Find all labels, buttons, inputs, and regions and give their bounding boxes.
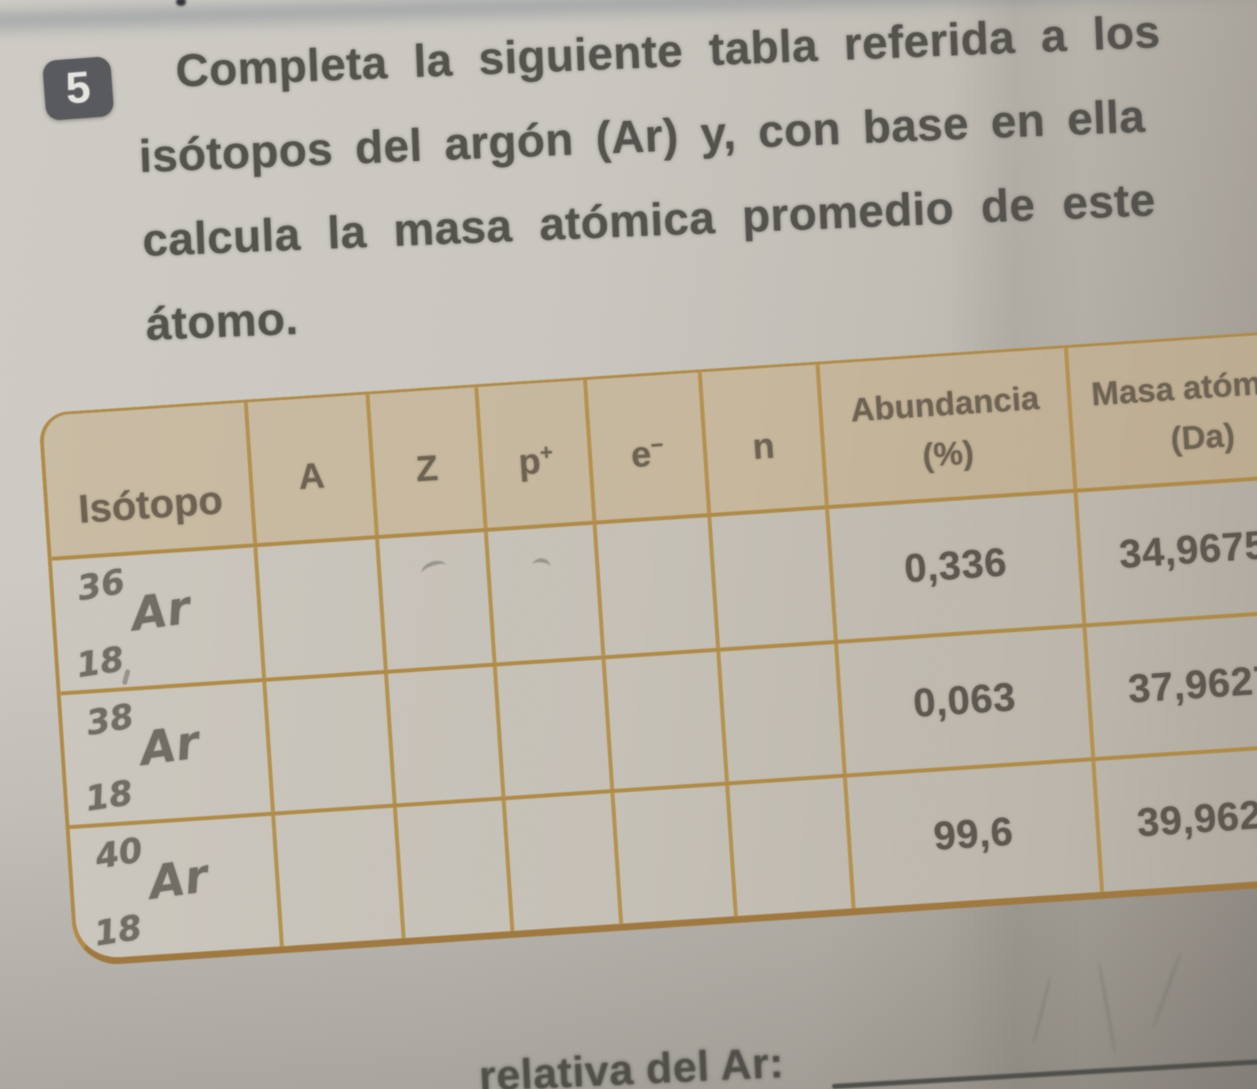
header-p-label: p+ [516, 425, 554, 483]
mass-number-38: 38 [83, 696, 137, 744]
mass-cell-ar40: 39,9624 [1091, 744, 1257, 892]
mass-cell-ar36: 34,9675 [1073, 475, 1257, 624]
header-abundance-unit: (%) [921, 432, 975, 474]
atomic-number-18: 18 [73, 639, 127, 686]
nuclide-cell-ar36: 36 Ar 18 [52, 547, 262, 691]
header-mass-number: A [243, 394, 375, 544]
header-mass-unit: (Da) [1169, 415, 1236, 457]
exercise-number-badge: 5 [42, 56, 115, 121]
exercise-statement: 5 Completa la siguiente tabla referida a… [40, 0, 1257, 370]
header-neutrons: n [697, 364, 825, 514]
empty-cell-n-row1 [706, 509, 834, 648]
header-protons: p+ [474, 380, 593, 529]
pencil-mark [419, 557, 449, 582]
empty-cell-z-row2 [383, 666, 502, 805]
empty-cell-a-row1 [253, 539, 384, 678]
empty-cell-e-row2 [601, 651, 725, 790]
nuclide-ar40: 40 Ar 18 [70, 816, 280, 960]
header-abundance: Abundancia (%) [815, 348, 1074, 506]
p-symbol: p [517, 439, 542, 483]
header-n-label: n [751, 424, 776, 467]
mass-number-36: 36 [74, 561, 128, 610]
statement-lines: Completa la siguiente tabla referida a l… [40, 0, 1257, 370]
abundance-cell-ar36: 0,336 [824, 492, 1083, 640]
empty-cell-p-row3 [501, 793, 620, 932]
abundance-cell-ar40: 99,6 [842, 761, 1101, 909]
isotope-table: Isótopo A Z p+ e− n Abundancia [38, 327, 1257, 968]
empty-cell-a-row2 [262, 673, 393, 813]
faint-pencil-scribble [1151, 951, 1183, 1029]
empty-cell-a-row3 [270, 808, 402, 947]
abundance-cell-ar38: 0,063 [833, 627, 1092, 775]
atomic-number-18: 18 [82, 773, 136, 821]
empty-cell-z-row1 [374, 532, 493, 670]
nuclide-ar38: 38 Ar 18 [61, 682, 271, 826]
empty-cell-e-row1 [592, 517, 716, 656]
mass-cell-ar38: 37,9627 [1082, 609, 1257, 758]
mass-value-ar36: 34,9675 [1117, 523, 1257, 577]
cutoff-answer-label: relativa del Ar: [478, 1039, 786, 1089]
p-charge: + [539, 438, 554, 465]
nuclide-cell-ar38: 38 Ar 18 [61, 682, 271, 826]
header-abundance-word: Abundancia [849, 378, 1041, 429]
header-isotopo-label: Isótopo [77, 478, 225, 532]
nuclide-ar36: 36 Ar 18 [52, 547, 262, 691]
empty-cell-n-row2 [715, 643, 843, 782]
header-z-label: Z [414, 446, 440, 489]
header-electrons: e− [583, 372, 707, 521]
abundance-value-ar36: 0,336 [902, 540, 1009, 592]
abundance-value-ar38: 0,063 [911, 674, 1018, 726]
symbol-ar: Ar [136, 714, 202, 776]
e-symbol: e [629, 432, 653, 475]
empty-cell-p-row1 [483, 524, 602, 663]
nuclide-cell-ar40: 40 Ar 18 [70, 816, 280, 960]
empty-cell-n-row3 [724, 778, 852, 917]
mass-value-ar38: 37,9627 [1126, 657, 1257, 712]
empty-cell-e-row3 [610, 785, 734, 924]
header-isotopo: Isótopo [42, 403, 253, 557]
atomic-number-18: 18 [91, 907, 145, 955]
mass-value-ar40: 39,9624 [1135, 791, 1257, 846]
empty-cell-z-row3 [392, 800, 511, 939]
symbol-ar: Ar [127, 579, 194, 642]
mass-number-40: 40 [92, 830, 146, 879]
header-a-label: A [297, 454, 326, 497]
header-atomic-number: Z [365, 387, 484, 536]
abundance-value-ar40: 99,6 [932, 809, 1015, 860]
e-charge: − [649, 431, 665, 458]
pencil-mark [531, 557, 552, 576]
empty-cell-p-row2 [492, 659, 611, 797]
header-atomic-mass: Masa atómica (Da) [1064, 330, 1257, 489]
symbol-ar: Ar [145, 848, 211, 911]
header-e-label: e− [629, 418, 666, 476]
faint-pencil-scribble [1096, 960, 1118, 1055]
exercise-number: 5 [64, 62, 93, 114]
